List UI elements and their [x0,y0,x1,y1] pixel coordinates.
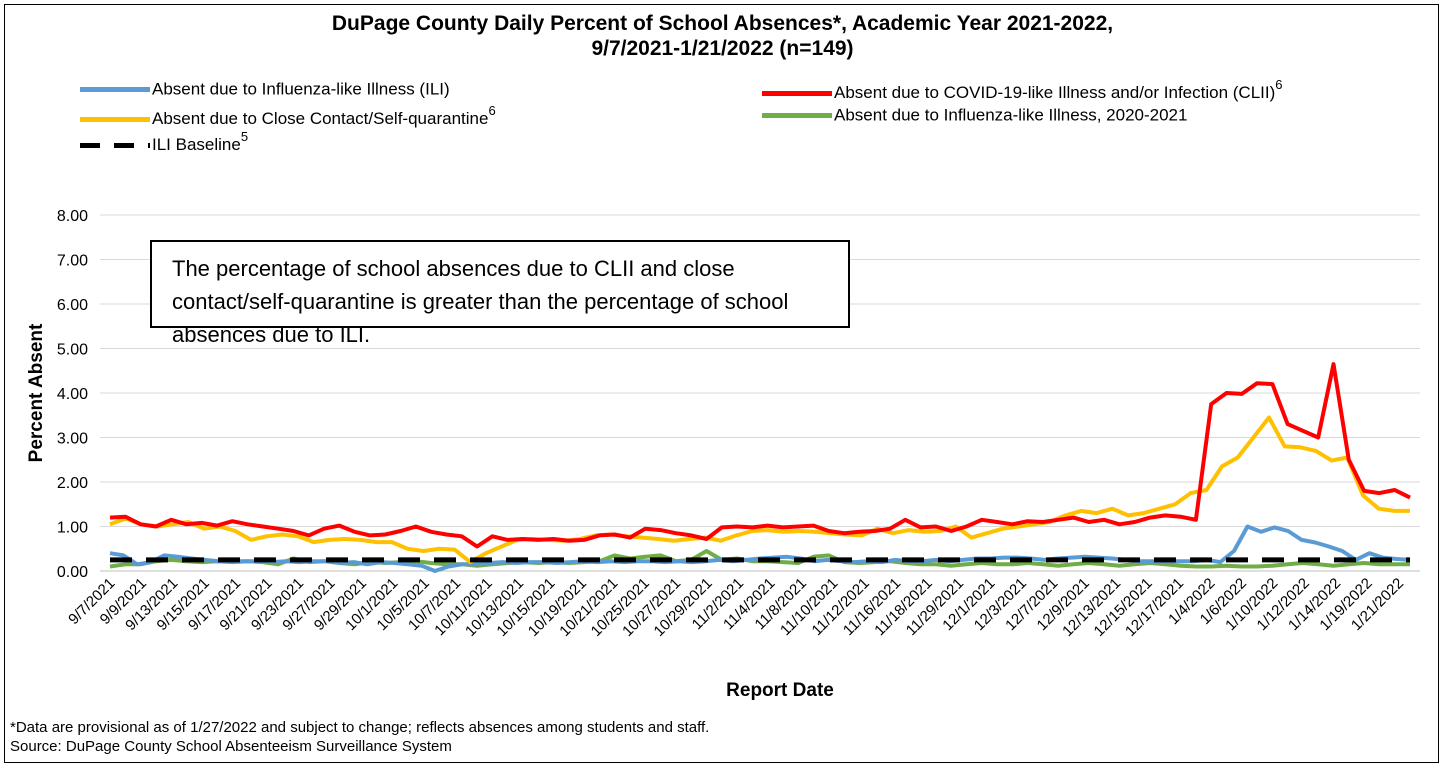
legend-sup-close-contact: 6 [488,103,496,118]
legend-sup-clii: 6 [1275,77,1283,92]
legend-item-ili: Absent due to Influenza-like Illness (IL… [80,79,450,100]
chart-title-line-1: DuPage County Daily Percent of School Ab… [331,12,1114,35]
legend-item-ili-baseline: ILI Baseline5 [80,129,249,155]
y-tick-label: 8.00 [57,208,88,225]
legend-swatch-ili [80,87,150,93]
y-tick-label: 7.00 [57,253,88,270]
legend-swatch-clii [762,90,832,96]
y-tick-label: 2.00 [57,475,88,492]
legend-item-ili-2020: Absent due to Influenza-like Illness, 20… [762,105,1187,126]
chart-frame [4,4,1439,763]
legend-label-close-contact: Absent due to Close Contact/Self-quarant… [152,109,489,129]
legend-swatch-close-contact [80,116,150,122]
y-tick-label: 5.00 [57,342,88,359]
legend-item-clii: Absent due to COVID-19-like Illness and/… [762,77,1283,103]
legend-swatch-ili-2020 [762,113,832,119]
legend-item-close-contact: Absent due to Close Contact/Self-quarant… [80,103,496,129]
legend-label-ili-baseline: ILI Baseline [152,135,241,155]
y-tick-label: 0.00 [57,564,88,581]
y-tick-label: 3.00 [57,431,88,448]
series-line-1 [109,362,1411,549]
legend-label-ili: Absent due to Influenza-like Illness (IL… [152,79,450,99]
legend-sup-ili-baseline: 5 [240,129,249,144]
chart-title-line-2: 9/7/2021-1/21/2022 (n=149) [591,37,854,60]
footnote-source: Source: DuPage County School Absenteeism… [10,738,452,755]
x-axis-title: Report Date [726,680,834,701]
legend-swatch-ili-baseline [80,142,150,148]
footnote-note: *Data are provisional as of 1/27/2022 an… [10,719,710,736]
y-tick-label: 4.00 [57,386,88,403]
y-tick-label: 6.00 [57,297,88,314]
y-axis-title: Percent Absent [26,323,47,462]
series-line-2 [109,415,1410,565]
y-tick-label: 1.00 [57,520,88,537]
chart-annotation: The percentage of school absences due to… [150,240,850,347]
legend-label-clii: Absent due to COVID-19-like Illness and/… [834,83,1276,103]
legend-label-ili-2020: Absent due to Influenza-like Illness, 20… [834,105,1188,125]
